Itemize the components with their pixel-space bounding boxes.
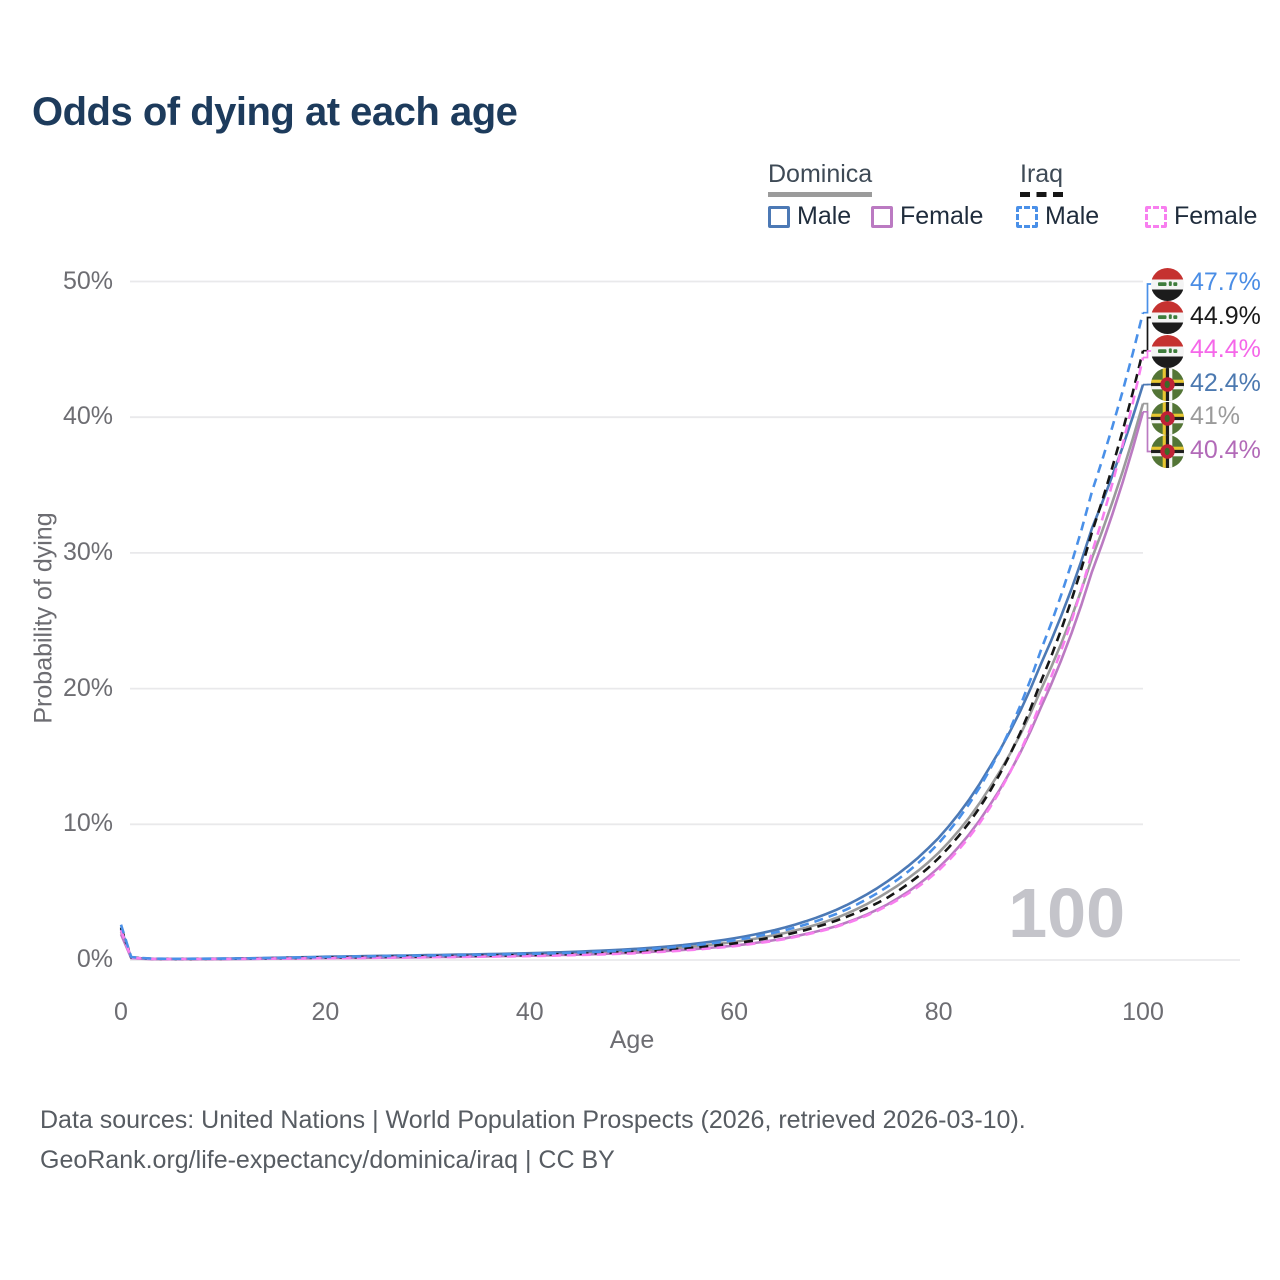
x-tick-label: 60: [720, 998, 749, 1026]
dominica-female-leader-line: [1143, 410, 1154, 453]
iraq-female-swatch-icon[interactable]: [1145, 205, 1167, 228]
iraq-male-line[interactable]: [119, 312, 1145, 961]
age-watermark: 100: [1008, 874, 1125, 952]
y-tick-label: 30%: [62, 537, 113, 566]
y-tick-label: 40%: [62, 402, 113, 431]
dominica-flag-icon: [1151, 435, 1184, 468]
iraq-all-line[interactable]: [119, 350, 1145, 961]
end-value-dominica-female: 40.4%: [1190, 435, 1261, 464]
y-tick-label: 10%: [62, 809, 113, 838]
legend-item-iraq-male[interactable]: Male: [1016, 202, 1099, 231]
end-value-iraq-all: 44.9%: [1190, 301, 1261, 330]
dominica-female-swatch-icon[interactable]: [871, 205, 893, 228]
x-tick-label: 100: [1122, 998, 1164, 1026]
iraq-all-leader-line: [1143, 316, 1154, 352]
end-value-dominica-all: 41%: [1190, 402, 1241, 430]
legend-group-dominica: Dominica: [768, 160, 873, 197]
dominica-flag-icon: [1151, 368, 1184, 401]
x-tick-label: 80: [924, 998, 953, 1026]
x-tick-label: 0: [114, 998, 128, 1026]
page-title: Odds of dying at each age: [32, 90, 518, 134]
legend-item-iraq-female[interactable]: Female: [1145, 202, 1257, 231]
legend-item-label: Male: [797, 202, 852, 230]
footer-attribution: GeoRank.org/life-expectancy/dominica/ira…: [40, 1146, 615, 1174]
x-tick-label: 40: [515, 998, 544, 1026]
iraq-male-leader-line: [1143, 283, 1154, 314]
legend-item-label: Male: [1045, 202, 1100, 230]
end-value-dominica-male: 42.4%: [1190, 368, 1261, 397]
y-tick-label: 50%: [62, 266, 113, 295]
x-axis-label: Age: [609, 1026, 655, 1054]
y-tick-label: 0%: [76, 945, 113, 973]
legend-item-dominica-female[interactable]: Female: [871, 202, 983, 231]
dominica-male-swatch-icon[interactable]: [768, 205, 790, 228]
footer-data-sources: Data sources: United Nations | World Pop…: [40, 1106, 1026, 1134]
legend-item-dominica-male[interactable]: Male: [768, 202, 851, 231]
iraq-male-swatch-icon[interactable]: [1016, 205, 1038, 228]
legend-item-label: Female: [1174, 202, 1258, 230]
x-tick-label: 20: [311, 998, 340, 1026]
y-tick-label: 20%: [62, 673, 113, 702]
end-value-iraq-female: 44.4%: [1190, 335, 1261, 363]
end-value-iraq-male: 47.7%: [1190, 268, 1261, 296]
legend-group-iraq: Iraq: [1020, 160, 1064, 197]
iraq-flag-icon: [1151, 267, 1184, 301]
dominica-all-leader-line: [1143, 402, 1154, 419]
iraq-flag-icon: [1151, 301, 1184, 334]
iraq-flag-icon: [1151, 334, 1184, 368]
iraq-female-leader-line: [1143, 350, 1154, 359]
dominica-flag-icon: [1151, 401, 1184, 435]
iraq-female-line[interactable]: [119, 357, 1145, 961]
dominica-all-line[interactable]: [119, 403, 1145, 961]
dominica-male-line[interactable]: [119, 384, 1145, 961]
legend-item-label: Female: [900, 202, 984, 230]
